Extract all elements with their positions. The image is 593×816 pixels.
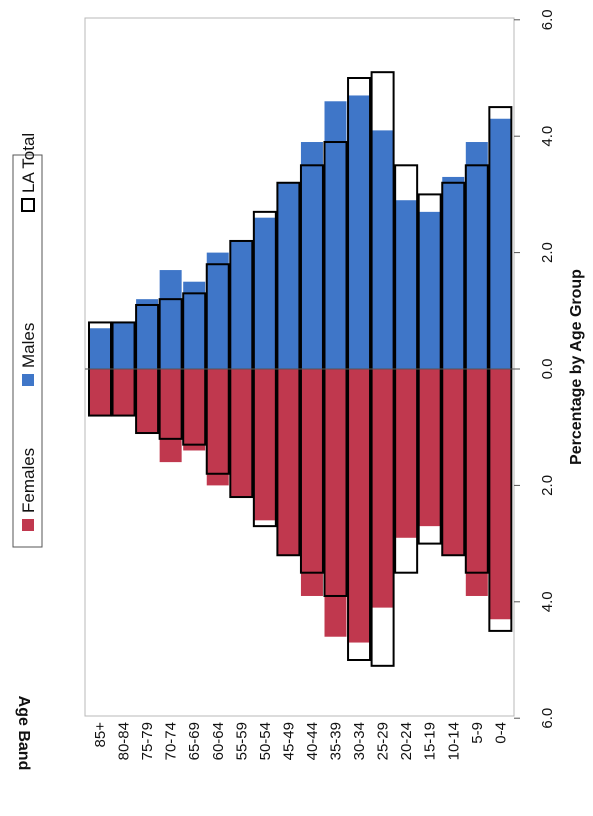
female-bar xyxy=(324,369,347,637)
value-tick-label: 2.0 xyxy=(539,475,556,496)
age-band-label: 45-49 xyxy=(280,722,297,760)
category-axis: 85+ 80-84 75-79 70-74 65-69 60-64 55-59 50-54 45… xyxy=(92,722,509,761)
age-band-label: 25-29 xyxy=(375,722,392,760)
category-axis-title: Age Band xyxy=(15,696,32,771)
male-bar xyxy=(371,130,394,369)
female-bar xyxy=(253,369,276,521)
male-bar xyxy=(324,101,347,369)
age-band-label: 85+ xyxy=(92,722,109,748)
bars-layer xyxy=(88,71,513,667)
female-bar xyxy=(395,369,418,538)
female-bar xyxy=(277,369,300,556)
female-bar xyxy=(465,369,488,596)
value-axis-title: Percentage by Age Group xyxy=(568,269,585,465)
male-bar xyxy=(442,176,465,369)
age-band-label: 75-79 xyxy=(139,722,156,760)
age-band-label: 50-54 xyxy=(257,722,274,760)
legend-label: LA Total xyxy=(19,133,38,193)
value-tick-label: 4.0 xyxy=(539,126,556,147)
female-bar xyxy=(206,369,229,486)
value-tick-label: 4.0 xyxy=(539,591,556,612)
male-bar xyxy=(253,217,276,369)
male-bar xyxy=(348,95,371,370)
age-band-label: 65-69 xyxy=(186,722,203,760)
female-bar xyxy=(136,369,159,434)
male-bar xyxy=(277,182,300,369)
legend-swatch-la-total xyxy=(21,198,35,212)
male-bar xyxy=(159,270,182,369)
male-bar xyxy=(89,328,111,369)
female-bar xyxy=(89,369,111,416)
age-band-label: 15-19 xyxy=(422,722,439,760)
age-band-label: 55-59 xyxy=(233,722,250,760)
age-band-label: 60-64 xyxy=(210,722,227,760)
male-bar xyxy=(136,299,159,369)
female-bar xyxy=(442,369,465,556)
legend: Females Males LA Total xyxy=(12,133,43,548)
female-bar xyxy=(418,369,441,527)
legend-label: Females xyxy=(19,448,38,513)
age-band-label: 5-9 xyxy=(469,722,486,744)
female-bar xyxy=(348,369,371,643)
legend-swatch-males xyxy=(22,374,34,386)
legend-label: Males xyxy=(19,323,38,368)
value-tick-label: 2.0 xyxy=(539,242,556,263)
age-band-label: 10-14 xyxy=(445,722,462,760)
male-bar xyxy=(300,142,323,369)
male-bar xyxy=(395,200,418,369)
female-bar xyxy=(300,369,323,596)
age-band-label: 0-4 xyxy=(492,722,509,744)
value-tick-label: 6.0 xyxy=(539,708,556,729)
female-bar xyxy=(159,369,182,463)
legend-swatch-females xyxy=(22,519,34,531)
male-bar xyxy=(489,118,512,370)
male-bar xyxy=(112,322,135,369)
age-band-label: 20-24 xyxy=(398,722,415,760)
male-bar xyxy=(418,211,441,369)
value-tick-label: 6.0 xyxy=(539,9,556,30)
male-bar xyxy=(465,142,488,369)
value-axis: 6.0 4.0 2.0 0.0 2.0 4.0 6.0 xyxy=(514,9,556,729)
male-bar xyxy=(206,252,229,369)
male-bar xyxy=(183,281,206,369)
legend-frame xyxy=(12,154,43,548)
age-band-label: 40-44 xyxy=(304,722,321,760)
age-band-label: 30-34 xyxy=(351,722,368,760)
female-bar xyxy=(230,369,253,498)
male-bar xyxy=(230,240,253,369)
age-band-label: 80-84 xyxy=(116,722,133,760)
female-bar xyxy=(183,369,206,451)
legend-items: Females Males LA Total xyxy=(19,133,38,531)
female-bar xyxy=(112,369,135,416)
age-band-label: 70-74 xyxy=(163,722,180,760)
female-bar xyxy=(371,369,394,608)
age-band-label: 35-39 xyxy=(328,722,345,760)
female-bar xyxy=(489,369,512,620)
value-tick-label: 0.0 xyxy=(539,359,556,380)
